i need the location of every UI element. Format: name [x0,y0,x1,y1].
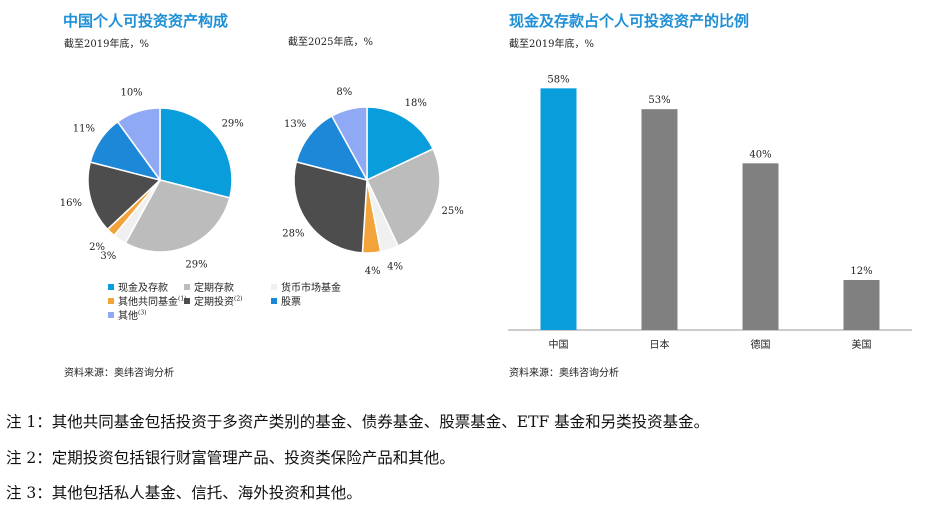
legend-label: 定期投资 [194,297,234,308]
legend-label: 其他共同基金 [118,297,178,308]
pie-slice [124,179,231,253]
pie-chart-2025: 18% 25% 4% 4% 28% 13% 8% [282,87,464,277]
legend-label: 货币市场基金 [281,283,341,294]
right-chart-title: 现金及存款占个人可投资资产的比例 [509,12,750,30]
legend-item-other-mutual-funds: 其他共同基金(1) [108,293,187,308]
pie-slice [366,106,435,182]
category-label: 德国 [751,338,771,351]
bar [843,280,880,330]
legend-label: 股票 [281,297,301,308]
bar [742,163,779,330]
pie-value-label: 29% [185,259,207,270]
pie-value-label: 25% [442,206,464,217]
pie-value-label: 4% [365,266,381,277]
note-1: 注 1：其他共同基金包括投资于多资产类别的基金、债券基金、股票基金、ETF 基金… [6,413,710,431]
left-chart-title: 中国个人可投资资产构成 [63,12,229,30]
bar-value-label: 40% [749,149,771,160]
pie-slice [159,107,233,199]
legend-label: 现金及存款 [118,283,168,294]
legend-swatch [184,298,190,304]
pie-value-label: 11% [73,123,95,134]
pie-value-label: 29% [222,119,244,130]
legend-label: 定期存款 [194,283,234,294]
pie-value-label: 18% [405,98,427,109]
bar [641,109,678,330]
pie-slice [295,115,369,182]
pie-slice [330,106,368,181]
bar [540,88,577,330]
pie-value-label: 8% [336,87,352,98]
pie-value-label: 2% [89,242,105,253]
pie-slice [116,107,161,183]
bar-value-label: 12% [850,266,872,277]
bar-value-label: 58% [547,74,569,85]
bar-subtitle: 截至2019年底，% [509,39,594,50]
pie-2025-subtitle: 截至2025年底，% [288,37,373,48]
category-label: 中国 [549,338,569,351]
legend-item-stocks: 股票 [271,293,301,308]
pie-slice [366,147,441,248]
legend-swatch [271,284,277,290]
bar-chart: 58% 中国 53% 日本 40% 德国 12% 美国 [508,74,912,351]
pie-value-label: 3% [100,251,116,262]
pie-2019-subtitle: 截至2019年底，% [64,39,149,50]
note-2: 注 2：定期投资包括银行财富管理产品、投资类保险产品和其他。 [6,449,455,467]
note-3: 注 3：其他包括私人基金、信托、海外投资和其他。 [6,484,362,502]
pie-value-label: 4% [387,262,403,273]
pie-value-label: 16% [60,198,82,209]
legend-item-cash: 现金及存款 [108,279,168,294]
legend-swatch [108,284,114,290]
legend-footnote: (3) [138,309,147,317]
legend-swatch [108,298,114,304]
pie-chart-2019: 29% 29% 3%2% 16% 11% 10% [60,88,244,271]
legend-footnote: (1) [178,295,187,303]
pie-slice [293,160,368,254]
right-source: 资料来源：奥纬咨询分析 [509,368,619,379]
legend-swatch [108,312,114,318]
legend-item-other: 其他(3) [108,307,147,322]
pie-slice [87,161,162,231]
bar-value-label: 53% [648,95,670,106]
pie-value-label: 13% [284,119,306,130]
legend-item-time-deposit: 定期存款 [184,279,234,294]
pie-value-label: 10% [120,88,142,99]
left-source: 资料来源：奥纬咨询分析 [64,368,174,379]
legend-swatch [271,298,277,304]
pie-value-label: 28% [282,228,304,239]
legend-footnote: (2) [234,295,243,303]
pie-legend: 现金及存款 定期存款 货币市场基金 其他共同基金(1) 定期投资(2) 股票 其… [108,279,388,329]
legend-item-term-investment: 定期投资(2) [184,293,243,308]
legend-label: 其他 [118,311,138,322]
legend-swatch [184,284,190,290]
legend-item-money-market: 货币市场基金 [271,279,341,294]
category-label: 美国 [852,338,872,351]
category-label: 日本 [650,338,670,351]
